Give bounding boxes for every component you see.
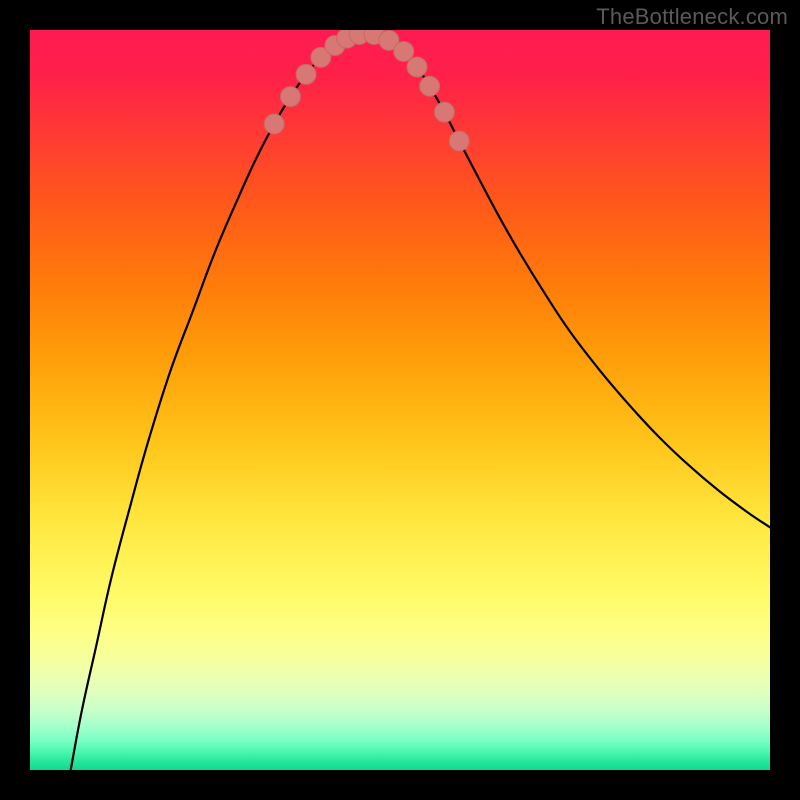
curve-marker <box>296 64 316 84</box>
curve-marker <box>280 87 300 107</box>
plot-svg <box>30 30 770 770</box>
plot-background <box>30 30 770 770</box>
curve-marker <box>394 41 414 61</box>
curve-marker <box>449 131 469 151</box>
curve-marker <box>434 102 454 122</box>
curve-marker <box>264 114 284 134</box>
chart-frame: TheBottleneck.com <box>0 0 800 800</box>
curve-marker <box>420 76 440 96</box>
curve-marker <box>407 57 427 77</box>
watermark-text: TheBottleneck.com <box>596 4 788 30</box>
plot-inner <box>30 30 770 770</box>
